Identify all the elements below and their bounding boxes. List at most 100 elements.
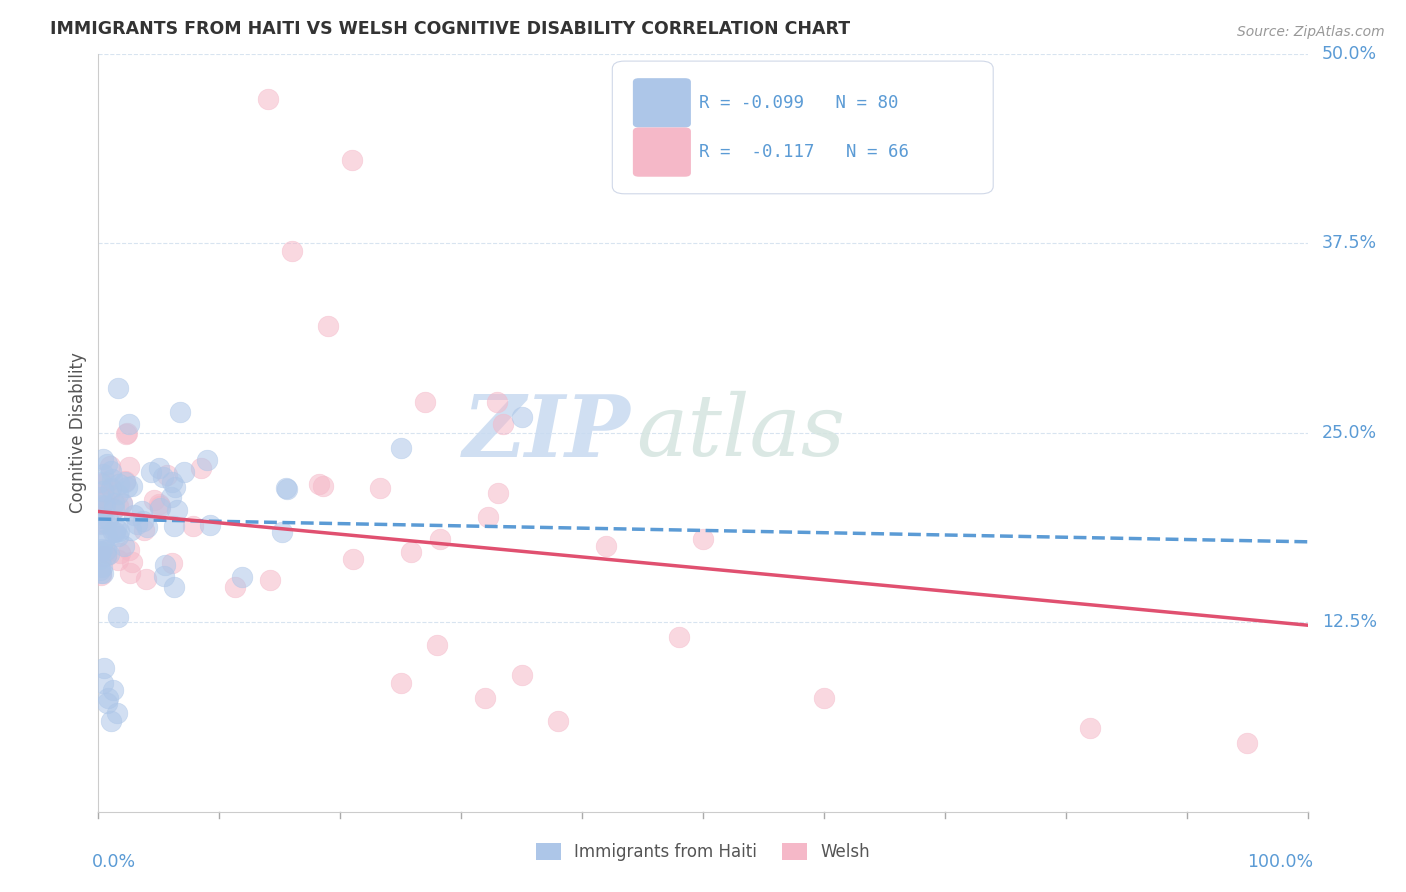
Point: [91, 483, 114, 498]
Point: [98, 459, 121, 474]
Point: [153, 569, 176, 583]
Point: [97, 512, 120, 526]
Point: [120, 523, 142, 537]
Text: R = -0.099   N = 80: R = -0.099 N = 80: [699, 94, 898, 112]
Point: [89, 501, 111, 516]
Point: [131, 504, 153, 518]
Point: [108, 477, 131, 491]
Point: [169, 404, 191, 418]
Point: [94, 544, 117, 558]
Text: 50.0%: 50.0%: [1322, 45, 1378, 62]
Point: [162, 580, 184, 594]
FancyBboxPatch shape: [613, 62, 993, 194]
Point: [256, 92, 278, 106]
Text: Source: ZipAtlas.com: Source: ZipAtlas.com: [1237, 25, 1385, 39]
Point: [389, 676, 412, 690]
Point: [121, 479, 143, 493]
Point: [156, 468, 179, 483]
Point: [89, 544, 111, 558]
Point: [114, 475, 136, 490]
Point: [90, 498, 112, 512]
Point: [124, 508, 146, 523]
Point: [91, 560, 114, 574]
Point: [118, 417, 141, 431]
Text: 100.0%: 100.0%: [1247, 854, 1313, 871]
Point: [668, 630, 690, 644]
Point: [94, 543, 117, 558]
Point: [96, 475, 118, 489]
Point: [342, 551, 364, 566]
Point: [91, 467, 114, 482]
Text: atlas: atlas: [637, 392, 845, 474]
Point: [486, 486, 509, 500]
Point: [149, 500, 172, 515]
Point: [510, 668, 533, 682]
Point: [1236, 737, 1258, 751]
Point: [112, 539, 135, 553]
Point: [100, 472, 122, 486]
Point: [173, 465, 195, 479]
Point: [111, 496, 134, 510]
Point: [149, 500, 172, 514]
Point: [274, 481, 297, 495]
Point: [547, 714, 569, 728]
Point: [163, 480, 186, 494]
Y-axis label: Cognitive Disability: Cognitive Disability: [69, 352, 87, 513]
Point: [107, 487, 129, 501]
Point: [107, 524, 129, 538]
Point: [97, 691, 120, 706]
Point: [107, 381, 129, 395]
Point: [90, 566, 112, 580]
Point: [93, 533, 115, 547]
Point: [94, 549, 117, 564]
Text: 37.5%: 37.5%: [1322, 234, 1378, 252]
Point: [399, 545, 422, 559]
Point: [389, 441, 412, 455]
Text: 0.0%: 0.0%: [93, 854, 136, 871]
Point: [90, 549, 112, 564]
Point: [91, 542, 114, 557]
Point: [96, 457, 118, 471]
Point: [107, 529, 129, 543]
Point: [190, 460, 212, 475]
Point: [413, 395, 436, 409]
Point: [166, 503, 188, 517]
Point: [115, 480, 138, 494]
Point: [91, 566, 114, 581]
Point: [104, 521, 127, 535]
Point: [100, 464, 122, 478]
Point: [89, 475, 111, 489]
Point: [692, 532, 714, 546]
Text: ZIP: ZIP: [463, 391, 630, 475]
Point: [152, 469, 174, 483]
Point: [160, 475, 183, 489]
Point: [1078, 721, 1101, 735]
Point: [312, 479, 335, 493]
Point: [132, 514, 155, 528]
Point: [103, 525, 125, 540]
Text: 12.5%: 12.5%: [1322, 613, 1378, 632]
Point: [100, 714, 122, 728]
Point: [111, 497, 134, 511]
Point: [136, 520, 159, 534]
Point: [104, 524, 127, 539]
Point: [595, 539, 617, 553]
FancyBboxPatch shape: [633, 78, 690, 128]
Point: [107, 609, 129, 624]
Point: [96, 529, 118, 543]
Point: [224, 580, 246, 594]
Point: [91, 511, 114, 525]
Point: [118, 566, 141, 581]
Point: [143, 493, 166, 508]
Point: [426, 638, 449, 652]
Point: [107, 552, 129, 566]
Point: [96, 696, 118, 710]
Point: [105, 706, 128, 721]
Point: [91, 476, 114, 491]
Point: [90, 517, 112, 532]
Point: [100, 481, 122, 495]
Point: [94, 549, 117, 563]
Point: [148, 460, 170, 475]
FancyBboxPatch shape: [633, 128, 690, 177]
Point: [132, 523, 155, 537]
